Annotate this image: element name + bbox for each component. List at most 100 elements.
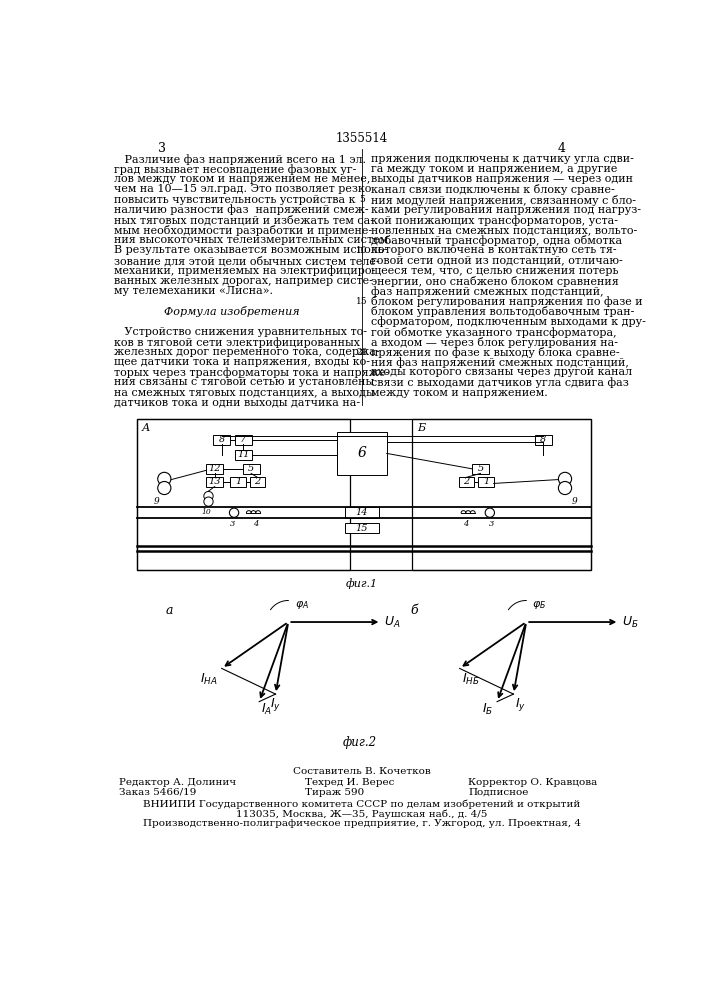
Bar (344, 523, 380, 533)
Bar (213, 435, 230, 445)
Text: наличию разности фаз  напряжений смеж-: наличию разности фаз напряжений смеж- (114, 205, 368, 215)
Text: $I_{HA}$: $I_{HA}$ (200, 672, 218, 687)
Text: $U_A$: $U_A$ (385, 614, 401, 630)
Text: га между током и напряжением, а другие: га между током и напряжением, а другие (371, 164, 618, 174)
Bar (230, 477, 246, 487)
Text: новленных на смежных подстанциях, вольто-: новленных на смежных подстанциях, вольто… (371, 225, 638, 235)
Text: 11: 11 (237, 450, 250, 459)
Bar (206, 477, 223, 487)
Bar (206, 464, 223, 474)
Text: между током и напряжением.: между током и напряжением. (371, 388, 548, 398)
Text: 113035, Москва, Ж—35, Раушская наб., д. 4/5: 113035, Москва, Ж—35, Раушская наб., д. … (236, 809, 488, 819)
Text: кой понижающих трансформаторов, уста-: кой понижающих трансформаторов, уста- (371, 215, 618, 226)
Text: 4: 4 (557, 142, 565, 155)
Text: связи с выходами датчиков угла сдвига фаз: связи с выходами датчиков угла сдвига фа… (371, 377, 629, 388)
Text: выходы датчиков напряжения — через один: выходы датчиков напряжения — через один (371, 174, 633, 184)
Text: $\varphi_Б$: $\varphi_Б$ (532, 599, 547, 611)
Text: Составитель В. Кочетков: Составитель В. Кочетков (293, 767, 431, 776)
Text: повысить чувствительность устройства к: повысить чувствительность устройства к (114, 195, 356, 205)
Text: фиг.2: фиг.2 (343, 736, 377, 749)
Text: гой обмотке указанного трансформатора,: гой обмотке указанного трансформатора, (371, 327, 617, 338)
Text: Корректор О. Кравцова: Корректор О. Кравцова (468, 778, 597, 787)
Text: а: а (166, 604, 173, 617)
Text: энергии, оно снабжено блоком сравнения: энергии, оно снабжено блоком сравнения (371, 276, 619, 287)
Text: фаз напряжений смежных подстанций,: фаз напряжений смежных подстанций, (371, 286, 604, 297)
Text: ния модулей напряжения, связанному с бло-: ния модулей напряжения, связанному с бло… (371, 195, 636, 206)
Text: 1: 1 (235, 477, 241, 486)
Text: $\varphi_A$: $\varphi_A$ (295, 599, 309, 611)
Text: 4: 4 (463, 520, 469, 528)
Text: зование для этой цели обычных систем теле-: зование для этой цели обычных систем тел… (114, 256, 380, 266)
Text: $I_A$: $I_A$ (262, 702, 273, 717)
Circle shape (158, 472, 171, 485)
Text: 1355514: 1355514 (336, 132, 388, 145)
Text: 6: 6 (358, 446, 366, 460)
Text: щееся тем, что, с целью снижения потерь: щееся тем, что, с целью снижения потерь (371, 266, 619, 276)
Text: добавочный трансформатор, одна обмотка: добавочный трансформатор, одна обмотка (371, 235, 622, 246)
Bar (534, 435, 552, 445)
Text: торых через трансформаторы тока и напряже-: торых через трансформаторы тока и напряж… (114, 367, 389, 378)
Text: железных дорог переменного тока, содержа-: железных дорог переменного тока, содержа… (114, 347, 380, 357)
Text: 8: 8 (540, 435, 547, 444)
Text: В результате оказывается возможным исполь-: В результате оказывается возможным испол… (114, 245, 387, 255)
Circle shape (485, 508, 494, 517)
Text: сформатором, подключенным выходами к дру-: сформатором, подключенным выходами к дру… (371, 317, 646, 327)
Text: 3: 3 (158, 142, 166, 155)
Bar (478, 477, 493, 487)
Text: пряжения по фазе к выходу блока сравне-: пряжения по фазе к выходу блока сравне- (371, 347, 620, 358)
Circle shape (158, 481, 171, 495)
Text: Устройство снижения уравнительных то-: Устройство снижения уравнительных то- (114, 327, 367, 337)
Text: $I_Б$: $I_Б$ (482, 702, 493, 717)
Text: 9: 9 (153, 497, 160, 506)
Text: 9: 9 (571, 497, 577, 506)
Text: ВНИИПИ Государственного комитета СССР по делам изобретений и открытий: ВНИИПИ Государственного комитета СССР по… (144, 799, 580, 809)
Text: блоком регулирования напряжения по фазе и: блоком регулирования напряжения по фазе … (371, 296, 643, 307)
Text: говой сети одной из подстанций, отличаю-: говой сети одной из подстанций, отличаю- (371, 256, 623, 266)
Text: Техред И. Верес: Техред И. Верес (305, 778, 395, 787)
Text: механики, применяемых на электрифициро-: механики, применяемых на электрифициро- (114, 266, 375, 276)
Circle shape (559, 472, 571, 485)
Text: блоком управления вольтодобавочным тран-: блоком управления вольтодобавочным тран- (371, 306, 635, 317)
Text: му телемеханики «Лисна».: му телемеханики «Лисна». (114, 286, 273, 296)
Text: Б: Б (417, 423, 425, 433)
Text: 5: 5 (477, 464, 484, 473)
Text: Подписное: Подписное (468, 788, 529, 797)
Text: датчиков тока и одни выходы датчика на-: датчиков тока и одни выходы датчика на- (114, 398, 360, 408)
Text: 3: 3 (230, 520, 235, 528)
Text: 10: 10 (356, 246, 368, 255)
Bar (344, 507, 380, 518)
Text: 13: 13 (209, 477, 221, 486)
Text: б: б (410, 604, 418, 617)
Text: 5: 5 (359, 195, 365, 204)
Text: 12: 12 (209, 464, 221, 473)
Text: 8: 8 (218, 435, 225, 444)
Text: щее датчики тока и напряжения, входы ко-: щее датчики тока и напряжения, входы ко- (114, 357, 370, 367)
Text: 15: 15 (356, 297, 368, 306)
Text: на смежных тяговых подстанциях, а выходы: на смежных тяговых подстанциях, а выходы (114, 388, 375, 398)
Text: ками регулирования напряжения под нагруз-: ками регулирования напряжения под нагруз… (371, 205, 641, 215)
Text: 5: 5 (248, 464, 255, 473)
Text: 20: 20 (356, 348, 368, 357)
Text: лов между током и напряжением не менее,: лов между током и напряжением не менее, (114, 174, 370, 184)
Text: 14: 14 (356, 508, 368, 517)
Bar (337, 432, 387, 475)
Text: ния фаз напряжений смежных подстанций,: ния фаз напряжений смежных подстанций, (371, 357, 629, 368)
Text: фиг.1: фиг.1 (346, 578, 378, 589)
Text: 4: 4 (253, 520, 259, 528)
Text: канал связи подключены к блоку сравне-: канал связи подключены к блоку сравне- (371, 184, 615, 195)
Text: 10: 10 (201, 508, 211, 516)
Text: 7: 7 (240, 435, 247, 444)
Text: $I_y$: $I_y$ (270, 696, 281, 713)
Text: Различие фаз напряжений всего на 1 эл.: Различие фаз напряжений всего на 1 эл. (114, 154, 366, 165)
Text: чем на 10—15 эл.град. Это позволяет резко: чем на 10—15 эл.град. Это позволяет резк… (114, 184, 371, 194)
Bar (250, 477, 265, 487)
Bar (243, 464, 259, 474)
Circle shape (230, 508, 239, 517)
Text: $I_y$: $I_y$ (515, 696, 526, 713)
Text: а входом — через блок регулирования на-: а входом — через блок регулирования на- (371, 337, 618, 348)
Text: ния высокоточных телеизмерительных систем.: ния высокоточных телеизмерительных систе… (114, 235, 392, 245)
Text: Редактор А. Долинич: Редактор А. Долинич (119, 778, 237, 787)
Text: входы которого связаны через другой канал: входы которого связаны через другой кана… (371, 367, 632, 377)
Text: ния связаны с тяговой сетью и установлены: ния связаны с тяговой сетью и установлен… (114, 377, 374, 387)
Text: 15: 15 (356, 524, 368, 533)
